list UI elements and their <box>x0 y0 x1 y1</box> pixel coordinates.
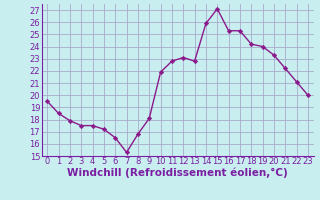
X-axis label: Windchill (Refroidissement éolien,°C): Windchill (Refroidissement éolien,°C) <box>67 168 288 178</box>
